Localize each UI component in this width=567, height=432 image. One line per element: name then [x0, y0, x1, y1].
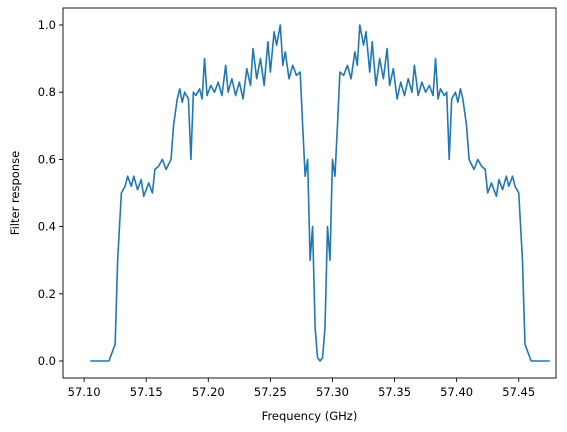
x-tick-label: 57.30 [316, 385, 349, 399]
x-tick-label: 57.40 [440, 385, 473, 399]
x-tick-label: 57.35 [378, 385, 411, 399]
plot-frame [62, 7, 557, 379]
x-tick-label: 57.25 [254, 385, 287, 399]
x-tick-label: 57.20 [192, 385, 225, 399]
response-line [90, 24, 550, 362]
y-tick-label: 0.6 [38, 152, 56, 166]
y-axis-label: Filter response [8, 151, 22, 235]
x-tick-label: 57.45 [502, 385, 535, 399]
x-tick-label: 57.15 [130, 385, 163, 399]
x-tick-label: 57.10 [68, 385, 101, 399]
y-tick-label: 0.4 [38, 220, 56, 234]
y-tick-label: 0.2 [38, 287, 56, 301]
x-axis-label: Frequency (GHz) [262, 409, 358, 423]
y-tick-label: 0.8 [38, 85, 56, 99]
y-tick-label: 0.0 [38, 354, 56, 368]
y-tick-label: 1.0 [38, 18, 56, 32]
